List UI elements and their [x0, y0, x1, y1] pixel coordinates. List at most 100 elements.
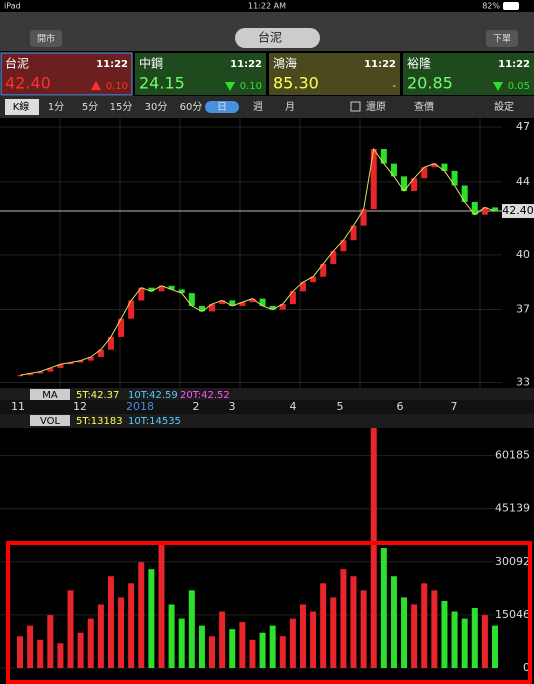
volume-bar — [259, 632, 266, 668]
y-tick-label: 30092 — [495, 555, 530, 568]
title: 台泥 — [258, 30, 282, 45]
tab[interactable]: K線 — [13, 100, 30, 113]
battery-icon — [503, 2, 519, 10]
vol-tag — [30, 415, 70, 426]
candle — [461, 185, 468, 202]
vol-ma-value: 5T:13183 — [76, 416, 123, 427]
volume-bar — [148, 569, 155, 668]
tab[interactable]: 60分 — [180, 101, 203, 113]
quote-time: 11:22 — [364, 59, 396, 70]
x-tick-label: 12 — [73, 400, 87, 413]
right-button-label: 下單 — [493, 34, 511, 45]
tab[interactable]: 還原 — [366, 101, 386, 113]
status-bar — [0, 0, 534, 12]
volume-bar — [188, 590, 195, 668]
candle — [380, 149, 387, 164]
y-tick-label: 44 — [516, 175, 530, 188]
x-tick-label: 4 — [290, 400, 297, 413]
change-arrow — [91, 81, 101, 90]
volume-bar — [138, 562, 145, 668]
candle — [330, 251, 337, 264]
left-button[interactable] — [30, 30, 62, 47]
quote-tile[interactable] — [403, 53, 534, 95]
volume-bar — [401, 597, 408, 668]
volume-bar — [471, 608, 478, 668]
candle — [57, 364, 64, 368]
ma-value: 20T:42.52 — [180, 390, 230, 401]
volume-bar — [118, 597, 125, 668]
volume-bar — [380, 548, 387, 668]
tab[interactable]: 日 — [217, 102, 227, 113]
candle — [148, 287, 155, 292]
clock: 11:22 AM — [248, 2, 286, 11]
tab[interactable]: 5分 — [82, 101, 98, 113]
volume-bar — [360, 590, 367, 668]
quote-change: 0.10 — [240, 81, 262, 92]
quote-price: 42.40 — [5, 74, 51, 93]
close-line — [19, 147, 496, 376]
highlight-box — [6, 541, 532, 684]
tab[interactable]: 15分 — [110, 101, 133, 113]
volume-bar — [330, 597, 337, 668]
candle — [360, 209, 367, 226]
candle — [299, 282, 306, 292]
candle — [239, 302, 246, 306]
y-tick-label: 40 — [516, 248, 530, 261]
quote-time: 11:22 — [498, 59, 530, 70]
candle — [269, 305, 276, 310]
tab[interactable]: 1分 — [48, 101, 64, 113]
quote-name: 中鋼 — [139, 56, 163, 71]
title-pill[interactable] — [235, 28, 320, 48]
candle — [370, 149, 377, 210]
y-tick-label: 47 — [516, 120, 530, 133]
volume-bar — [390, 576, 397, 668]
tab-toggle[interactable] — [205, 101, 239, 113]
right-button[interactable] — [486, 30, 518, 47]
volume-bar — [370, 428, 377, 668]
tab-active[interactable] — [5, 99, 39, 115]
tab[interactable]: 查價 — [414, 100, 434, 113]
volume-bar — [350, 576, 357, 668]
volume-bar — [481, 615, 488, 668]
x-tick-label: 11 — [11, 400, 25, 413]
candle — [47, 367, 54, 372]
volume-bar — [310, 611, 317, 668]
candle — [188, 293, 195, 306]
quote-tile[interactable] — [0, 52, 133, 96]
tab[interactable]: 週 — [253, 101, 263, 113]
tab[interactable]: 30分 — [145, 101, 168, 113]
volume-bar — [320, 583, 327, 668]
last-price-label: 42.40 — [502, 204, 534, 217]
x-tick-label: 2 — [193, 400, 200, 413]
volume-bar — [158, 540, 165, 668]
y-tick-label: 15046 — [495, 608, 530, 621]
volume-bar — [451, 611, 458, 668]
tab[interactable]: 月 — [285, 101, 295, 113]
battery: 82% — [482, 2, 500, 11]
candle — [178, 289, 185, 294]
quote-time: 11:22 — [96, 59, 128, 70]
volume-bar — [229, 629, 236, 668]
y-tick-label: 33 — [516, 376, 530, 389]
volume-bar — [128, 583, 135, 668]
tab[interactable]: 設定 — [494, 100, 514, 113]
candle — [259, 298, 266, 306]
checkbox — [350, 101, 361, 112]
device: iPad — [4, 2, 21, 11]
y-tick-label: 37 — [516, 303, 530, 316]
vol-ma-value: 10T:14535 — [128, 416, 181, 427]
change-arrow — [493, 82, 503, 91]
ma-label: MA — [42, 390, 58, 401]
volume-bar — [441, 600, 448, 668]
candle — [340, 240, 347, 252]
quote-tile[interactable] — [269, 53, 400, 95]
quote-change: 0.10 — [106, 81, 128, 92]
candle — [118, 318, 125, 337]
quote-price: 24.15 — [139, 74, 185, 93]
y-tick-label: 45139 — [495, 502, 530, 515]
volume-bar — [461, 618, 468, 668]
quote-tile[interactable] — [135, 53, 266, 95]
candle — [492, 207, 498, 212]
volume-bar — [178, 618, 185, 668]
